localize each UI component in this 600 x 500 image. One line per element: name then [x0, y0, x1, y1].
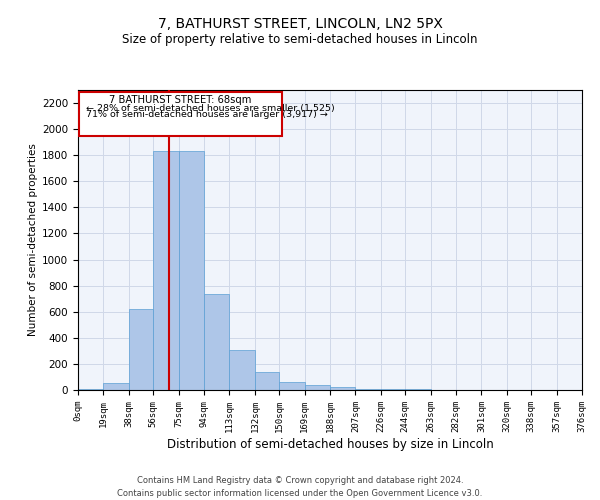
- Bar: [78, 388, 103, 390]
- Bar: [381, 388, 405, 390]
- Text: ← 28% of semi-detached houses are smaller (1,525): ← 28% of semi-detached houses are smalle…: [86, 104, 335, 112]
- FancyBboxPatch shape: [79, 92, 282, 136]
- Bar: [279, 382, 305, 390]
- Bar: [255, 372, 279, 390]
- Bar: [355, 388, 381, 390]
- Y-axis label: Number of semi-detached properties: Number of semi-detached properties: [28, 144, 38, 336]
- Bar: [179, 152, 204, 390]
- Text: Contains HM Land Registry data © Crown copyright and database right 2024.
Contai: Contains HM Land Registry data © Crown c…: [118, 476, 482, 498]
- Bar: [153, 152, 179, 390]
- Text: 7 BATHURST STREET: 68sqm: 7 BATHURST STREET: 68sqm: [109, 95, 252, 105]
- Text: 71% of semi-detached houses are larger (3,917) →: 71% of semi-detached houses are larger (…: [86, 110, 328, 119]
- Text: 7, BATHURST STREET, LINCOLN, LN2 5PX: 7, BATHURST STREET, LINCOLN, LN2 5PX: [158, 18, 442, 32]
- Text: Size of property relative to semi-detached houses in Lincoln: Size of property relative to semi-detach…: [122, 32, 478, 46]
- Bar: [229, 350, 255, 390]
- Bar: [129, 309, 153, 390]
- X-axis label: Distribution of semi-detached houses by size in Lincoln: Distribution of semi-detached houses by …: [167, 438, 493, 450]
- Bar: [305, 385, 330, 390]
- Bar: [204, 294, 229, 390]
- Bar: [330, 388, 355, 390]
- Bar: [103, 383, 129, 390]
